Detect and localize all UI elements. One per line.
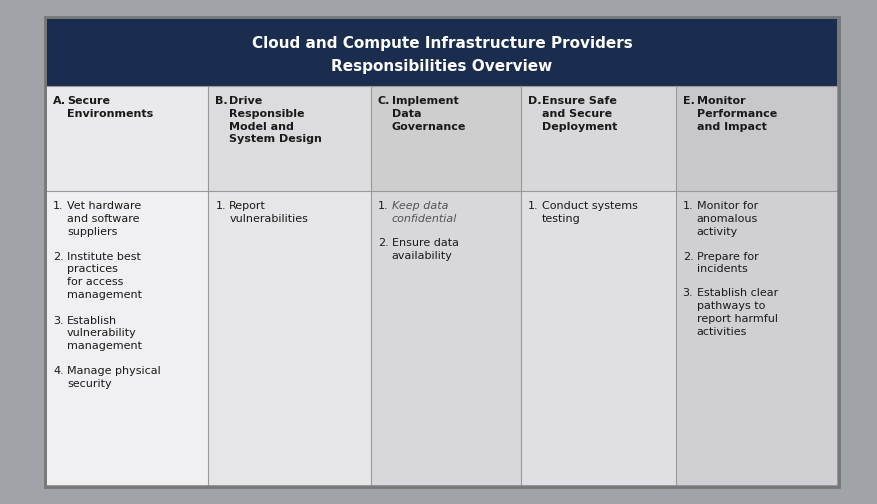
Text: Keep data
confidential: Keep data confidential — [391, 201, 457, 224]
Text: Report
vulnerabilities: Report vulnerabilities — [229, 201, 308, 224]
Text: Secure
Environments: Secure Environments — [67, 96, 153, 119]
Text: 4.: 4. — [53, 366, 64, 376]
Text: Ensure Safe
and Secure
Deployment: Ensure Safe and Secure Deployment — [542, 96, 617, 132]
Text: Implement
Data
Governance: Implement Data Governance — [391, 96, 466, 132]
Bar — [521, 86, 675, 191]
Text: Vet hardware
and software
suppliers: Vet hardware and software suppliers — [67, 201, 141, 236]
Bar — [46, 18, 837, 86]
Text: Establish clear
pathways to
report harmful
activities: Establish clear pathways to report harmf… — [695, 288, 777, 337]
Text: 2.: 2. — [681, 251, 693, 262]
Text: 1.: 1. — [528, 201, 538, 211]
Text: 2.: 2. — [53, 251, 64, 262]
Text: Responsibilities Overview: Responsibilities Overview — [331, 59, 552, 75]
Bar — [46, 86, 208, 191]
Text: E.: E. — [681, 96, 694, 106]
Bar — [208, 191, 370, 486]
Bar — [675, 191, 837, 486]
Bar — [46, 191, 208, 486]
Text: Monitor
Performance
and Impact: Monitor Performance and Impact — [695, 96, 776, 132]
Text: Institute best
practices
for access
management: Institute best practices for access mana… — [67, 251, 142, 300]
Bar — [370, 191, 521, 486]
Text: Prepare for
incidents: Prepare for incidents — [695, 251, 758, 274]
Bar — [208, 86, 370, 191]
Bar — [675, 86, 837, 191]
Text: 1.: 1. — [53, 201, 63, 211]
Text: A.: A. — [53, 96, 66, 106]
Text: Manage physical
security: Manage physical security — [67, 366, 160, 389]
Text: 1.: 1. — [377, 201, 388, 211]
Text: Cloud and Compute Infrastructure Providers: Cloud and Compute Infrastructure Provide… — [252, 36, 631, 51]
Text: B.: B. — [215, 96, 228, 106]
Text: Drive
Responsible
Model and
System Design: Drive Responsible Model and System Desig… — [229, 96, 322, 145]
Text: 2.: 2. — [377, 238, 388, 248]
Text: Monitor for
anomalous
activity: Monitor for anomalous activity — [695, 201, 757, 236]
Text: 1.: 1. — [681, 201, 693, 211]
Text: Conduct systems
testing: Conduct systems testing — [542, 201, 638, 224]
Text: Establish
vulnerability
management: Establish vulnerability management — [67, 316, 142, 351]
Text: Ensure data
availability: Ensure data availability — [391, 238, 458, 261]
Text: 3.: 3. — [681, 288, 693, 298]
Text: 1.: 1. — [215, 201, 225, 211]
Bar — [521, 191, 675, 486]
Text: 3.: 3. — [53, 316, 63, 326]
Bar — [370, 86, 521, 191]
Text: C.: C. — [377, 96, 389, 106]
Text: D.: D. — [528, 96, 541, 106]
